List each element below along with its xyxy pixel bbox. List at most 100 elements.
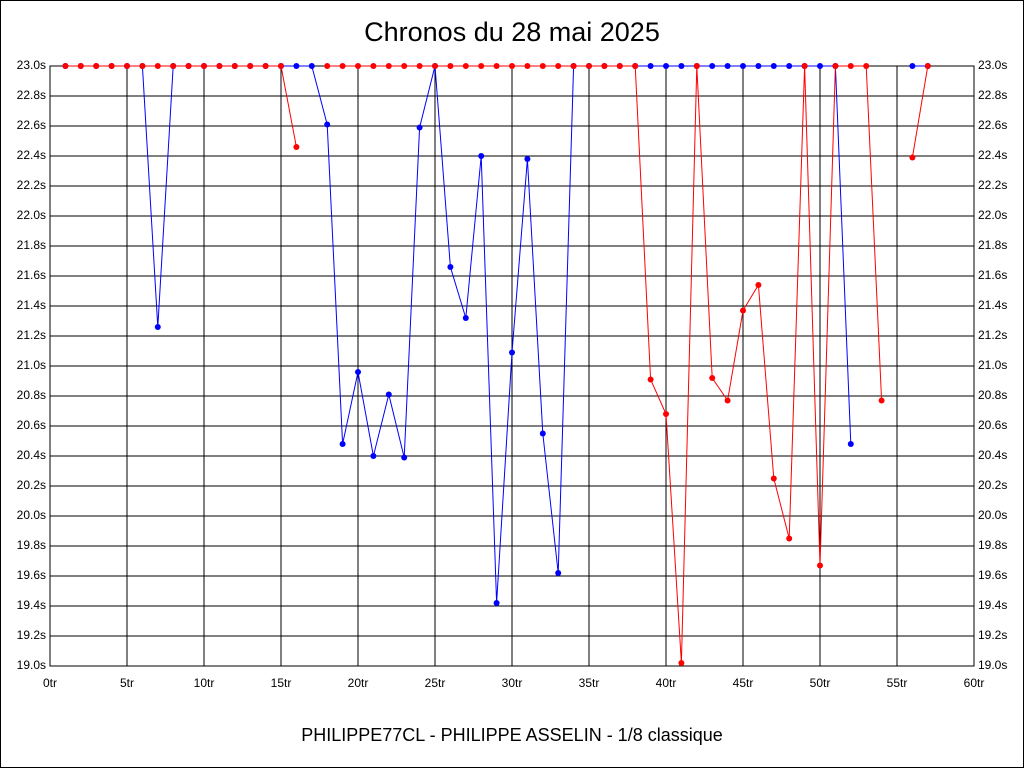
y-tick-label: 19.4s <box>17 598 46 612</box>
data-point <box>216 63 223 69</box>
data-point <box>555 63 562 69</box>
data-point <box>693 63 700 69</box>
data-point <box>847 63 854 69</box>
x-tick-label: 60tr <box>964 676 985 690</box>
x-tick-label: 20tr <box>348 676 369 690</box>
data-point <box>355 63 361 69</box>
data-point <box>385 63 392 69</box>
y-tick-label: 21.0s <box>17 358 46 372</box>
y-tick-label-right: 21.0s <box>978 358 1007 372</box>
data-point <box>709 375 716 381</box>
data-point <box>740 63 746 69</box>
y-tick-label: 20.2s <box>17 478 46 492</box>
data-point <box>154 324 161 330</box>
data-point <box>524 63 531 69</box>
y-tick-label: 20.4s <box>17 448 46 462</box>
x-tick-label: 35tr <box>579 676 600 690</box>
y-tick-label: 19.2s <box>17 628 46 642</box>
y-tick-label: 21.2s <box>17 328 46 342</box>
data-point <box>293 144 300 150</box>
y-tick-label-right: 20.0s <box>978 508 1007 522</box>
y-tick-label: 20.8s <box>17 388 46 402</box>
data-point <box>817 562 823 569</box>
data-point <box>154 63 161 69</box>
y-tick-label-right: 20.8s <box>978 388 1007 402</box>
data-point <box>570 63 577 69</box>
y-tick-label: 20.0s <box>17 508 46 522</box>
data-point <box>647 376 654 383</box>
data-point <box>539 63 546 69</box>
data-point <box>432 63 438 69</box>
x-tick-label: 15tr <box>271 676 292 690</box>
x-tick-label: 10tr <box>194 676 215 690</box>
data-point <box>555 570 562 576</box>
data-point <box>447 264 454 270</box>
y-tick-label: 22.4s <box>17 148 46 162</box>
data-point <box>324 63 331 69</box>
y-tick-label: 19.6s <box>17 568 46 582</box>
y-tick-label: 22.2s <box>17 178 46 192</box>
data-point <box>201 63 207 69</box>
data-point <box>401 454 408 461</box>
y-tick-label-right: 19.8s <box>978 538 1007 552</box>
data-point <box>370 453 377 459</box>
y-tick-label-right: 20.6s <box>978 418 1007 432</box>
data-point <box>462 63 469 69</box>
y-tick-label: 22.0s <box>17 208 46 222</box>
data-point <box>601 63 608 69</box>
data-point <box>247 63 254 69</box>
data-point <box>740 307 746 314</box>
data-point <box>770 63 777 69</box>
data-point <box>185 63 192 69</box>
data-point <box>77 63 84 69</box>
data-point <box>401 63 408 69</box>
data-point <box>462 315 469 321</box>
data-point <box>755 63 762 69</box>
y-tick-label-right: 22.2s <box>978 178 1007 192</box>
y-tick-label-right: 21.2s <box>978 328 1007 342</box>
y-tick-label-right: 22.0s <box>978 208 1007 222</box>
data-point <box>832 63 839 69</box>
y-tick-label-right: 20.4s <box>978 448 1007 462</box>
y-tick-label-right: 22.4s <box>978 148 1007 162</box>
x-tick-label: 50tr <box>810 676 831 690</box>
y-tick-label: 21.6s <box>17 268 46 282</box>
data-point <box>909 154 916 161</box>
data-point <box>863 63 870 69</box>
x-tick-label: 5tr <box>120 676 134 690</box>
y-tick-label-right: 22.6s <box>978 118 1007 132</box>
y-tick-label-right: 21.8s <box>978 238 1007 252</box>
x-tick-label: 0tr <box>43 676 57 690</box>
data-point <box>339 441 346 447</box>
y-tick-label-right: 20.2s <box>978 478 1007 492</box>
data-point <box>663 63 669 69</box>
data-point <box>170 63 177 69</box>
data-point <box>339 63 346 69</box>
x-tick-label: 45tr <box>733 676 754 690</box>
data-point <box>755 282 762 288</box>
data-point <box>355 369 361 375</box>
y-tick-label-right: 19.0s <box>978 658 1007 672</box>
data-point <box>262 63 269 69</box>
y-tick-label: 22.6s <box>17 118 46 132</box>
y-tick-label: 23.0s <box>17 58 46 72</box>
data-point <box>478 153 485 159</box>
y-tick-label-right: 21.4s <box>978 298 1007 312</box>
data-point <box>447 63 454 69</box>
data-point <box>678 660 685 666</box>
x-tick-label: 25tr <box>425 676 446 690</box>
data-point <box>293 63 300 69</box>
data-point <box>62 63 69 69</box>
data-point <box>416 124 423 131</box>
data-point <box>385 391 392 398</box>
data-point <box>878 397 885 404</box>
data-point <box>539 430 546 437</box>
data-point <box>586 63 592 69</box>
data-point <box>663 411 669 417</box>
y-tick-label: 20.6s <box>17 418 46 432</box>
data-point <box>709 63 716 69</box>
y-tick-label-right: 21.6s <box>978 268 1007 282</box>
y-tick-label-right: 19.6s <box>978 568 1007 582</box>
data-point <box>616 63 623 69</box>
